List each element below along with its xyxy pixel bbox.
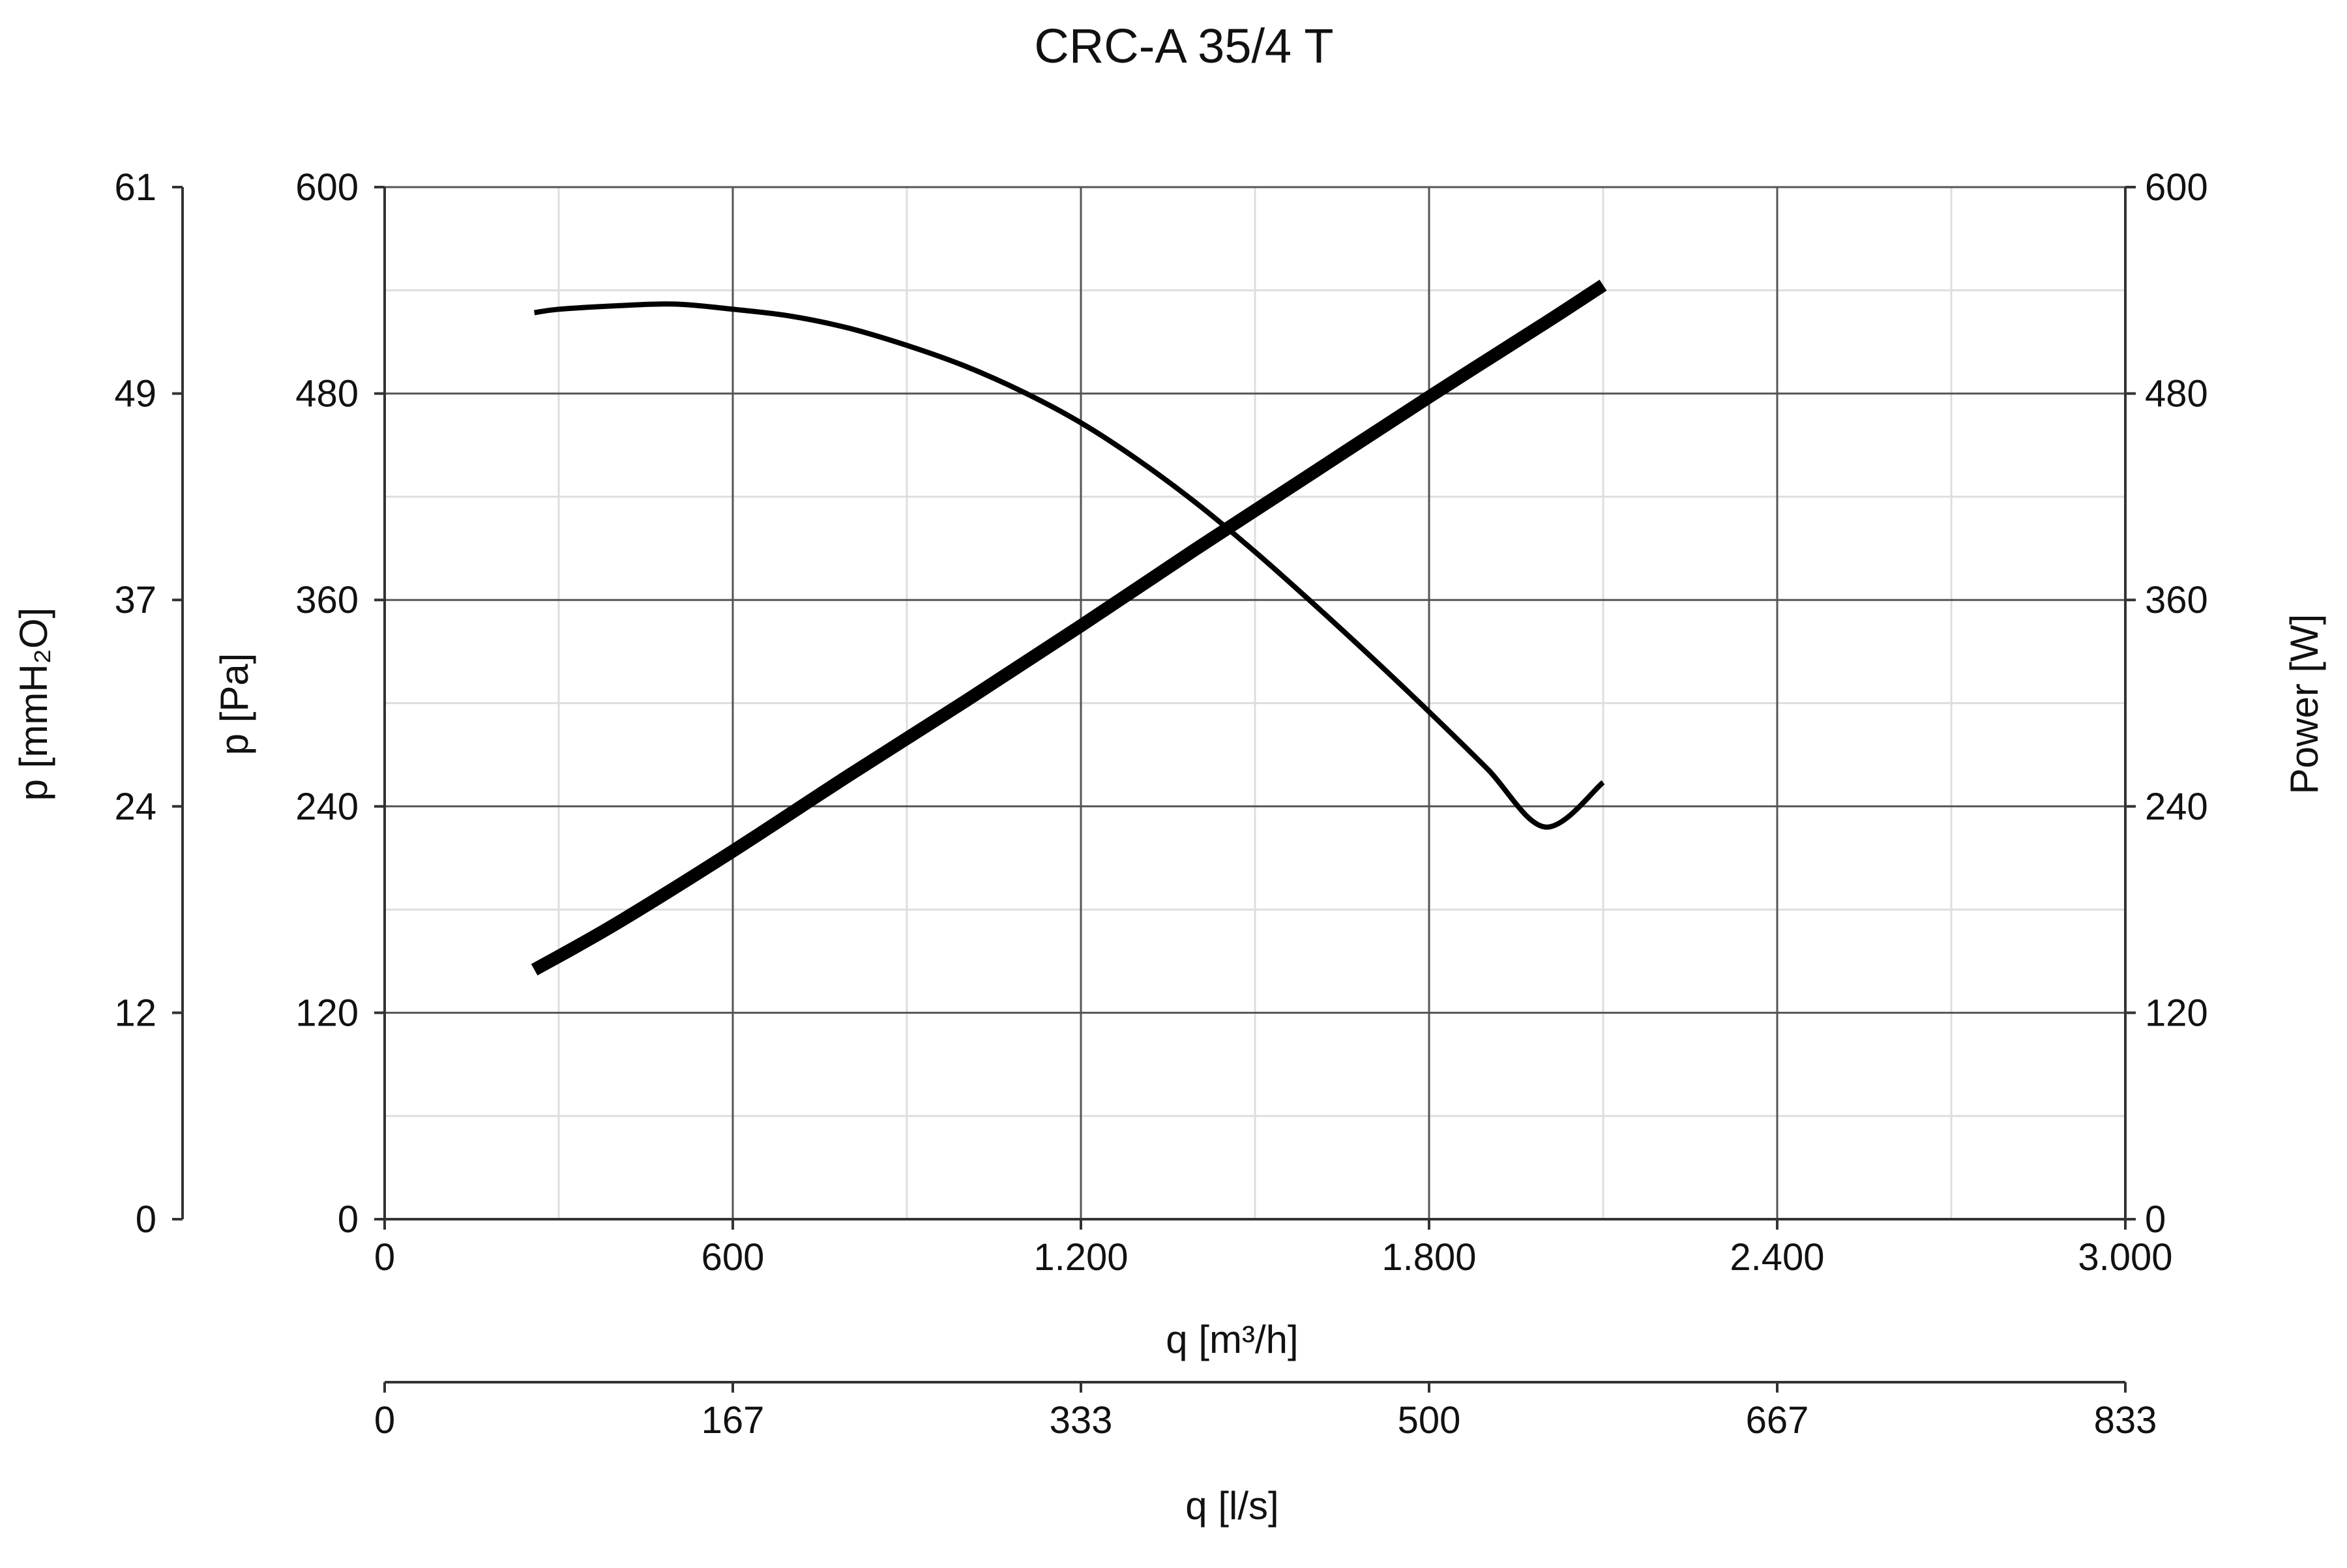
y-axis-tick-label: 600 (295, 166, 359, 209)
y2-axis-tick-label: 61 (114, 166, 156, 209)
grid-layer (383, 186, 2127, 1220)
power-curve (531, 280, 1607, 976)
x-axis-tick-label: 1.800 (1381, 1236, 1476, 1279)
pressure-curve (533, 301, 1605, 830)
x2-axis-tick-label: 667 (1746, 1399, 1809, 1442)
y-axis-title: p [Pa] (213, 653, 256, 756)
y-axis-tick-label: 360 (295, 579, 359, 621)
x-axis-tick-label: 2.400 (1730, 1236, 1824, 1279)
y2-axis-title: p [mmH₂O] (12, 608, 55, 801)
x-axis-tick-label: 600 (701, 1236, 765, 1279)
y-axis-tick-label: 120 (295, 992, 359, 1034)
y3-axis-title: Power [W] (2282, 614, 2326, 795)
x-axis-tick-label: 1.200 (1033, 1236, 1128, 1279)
chart-title: CRC-A 35/4 T (1034, 19, 1333, 73)
y3-axis-tick-label: 120 (2145, 992, 2208, 1034)
x2-axis-tick-label: 167 (701, 1399, 765, 1442)
y-axis-tick-label: 240 (295, 786, 359, 828)
x2-axis-tick-label: 833 (2094, 1399, 2157, 1442)
axes-layer (172, 186, 2136, 1393)
y2-axis-tick-label: 12 (114, 992, 156, 1034)
y-axis-tick-label: 480 (295, 373, 359, 415)
y3-axis-tick-label: 0 (2145, 1198, 2166, 1241)
x-axis-tick-label: 0 (374, 1236, 395, 1279)
y2-axis-tick-label: 0 (136, 1198, 156, 1241)
x2-axis-tick-label: 500 (1398, 1399, 1461, 1442)
y3-axis-tick-label: 240 (2145, 786, 2208, 828)
y2-axis-tick-label: 37 (114, 579, 156, 621)
y-axis-tick-label: 0 (338, 1198, 359, 1241)
y3-axis-tick-label: 480 (2145, 373, 2208, 415)
y3-axis-tick-label: 360 (2145, 579, 2208, 621)
x2-axis-tick-label: 0 (374, 1399, 395, 1442)
y2-axis-tick-label: 24 (114, 786, 156, 828)
y2-axis-tick-label: 49 (114, 373, 156, 415)
x2-axis-title: q [l/s] (1185, 1484, 1278, 1528)
x2-axis-tick-label: 333 (1050, 1399, 1113, 1442)
y3-axis-tick-label: 600 (2145, 166, 2208, 209)
series-layer (531, 280, 1607, 976)
labels-layer: CRC-A 35/4 T q [m³/h] q [l/s] p [Pa] p [… (12, 19, 2326, 1528)
x-axis-tick-label: 3.000 (2078, 1236, 2172, 1279)
x-axis-title: q [m³/h] (1166, 1318, 1298, 1361)
